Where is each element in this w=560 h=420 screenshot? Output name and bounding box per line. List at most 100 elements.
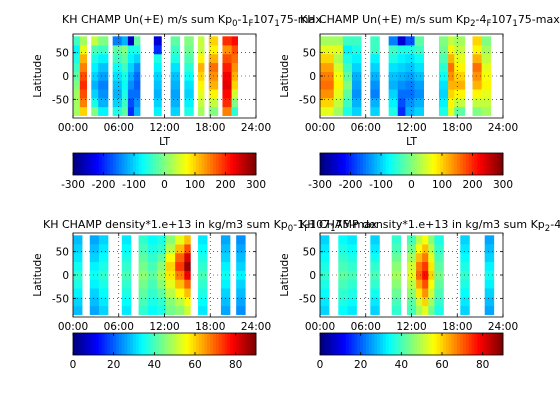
heatmap-cell: [391, 235, 402, 245]
heatmap-cell: [121, 244, 132, 254]
colorbar-swatch: [334, 333, 338, 355]
heatmap-cell: [416, 252, 423, 263]
heatmap-cell: [320, 252, 330, 263]
heatmap-cell: [342, 45, 353, 55]
heatmap-cell: [91, 98, 99, 108]
heatmap-cell: [79, 106, 88, 116]
heatmap-cell: [134, 89, 141, 99]
colorbar-swatch: [227, 333, 231, 355]
heatmap-cell: [428, 270, 435, 280]
heatmap-cell: [428, 297, 435, 307]
heatmap-cell: [127, 45, 135, 55]
heatmap-cell: [414, 71, 424, 81]
colorbar-swatch: [471, 153, 475, 175]
heatmap-cell: [406, 279, 417, 289]
y-tick-label: 0: [62, 71, 69, 83]
heatmap-cell: [231, 80, 238, 90]
heatmap-cell: [153, 98, 162, 108]
heatmap-cell: [388, 71, 399, 81]
heatmap-cell: [414, 106, 424, 116]
heatmap-cell: [98, 252, 109, 263]
heatmap-cell: [79, 98, 88, 108]
colorbar-swatch: [397, 153, 401, 175]
colorbar-swatch: [334, 153, 338, 175]
colorbar-swatch: [465, 333, 470, 355]
heatmap-cell: [220, 288, 231, 298]
colorbar-swatch: [454, 333, 458, 355]
colorbar-swatch: [175, 333, 180, 355]
colorbar-swatch: [371, 333, 375, 355]
heatmap-cell: [397, 71, 406, 81]
heatmap-cell: [338, 261, 348, 271]
heatmap-cell: [220, 305, 231, 315]
heatmap-cell: [405, 80, 415, 90]
heatmap-cell: [414, 36, 424, 46]
x-axis-label: LT: [159, 136, 170, 148]
colorbar-tick-label: 200: [215, 179, 235, 191]
heatmap-cell: [184, 244, 191, 254]
heatmap-cell: [153, 53, 162, 64]
colorbar-swatch: [93, 333, 97, 355]
colorbar-swatch: [377, 333, 381, 355]
colorbar-tick-label: 300: [493, 179, 513, 191]
heatmap-cell: [342, 80, 353, 90]
heatmap-cell: [438, 106, 449, 116]
y-tick-label: 50: [303, 247, 316, 259]
colorbar-swatch: [130, 153, 134, 175]
heatmap-cell: [434, 279, 444, 289]
heatmap-cell: [397, 45, 406, 55]
heatmap-cell: [438, 45, 449, 55]
colorbar-swatch: [325, 153, 329, 175]
heatmap-cell: [320, 288, 330, 298]
heatmap-cell: [388, 53, 399, 64]
y-tick-label: 0: [309, 270, 316, 282]
heatmap-cell: [112, 62, 123, 72]
x-tick-label: 00:00: [58, 122, 88, 134]
heatmap-cell: [127, 106, 135, 116]
heatmap-cell: [472, 89, 482, 99]
heatmap-cell: [89, 305, 100, 315]
heatmap-cell: [370, 297, 380, 307]
heatmap-cell: [184, 235, 191, 245]
heatmap-cell: [170, 53, 181, 64]
heatmap-cell: [370, 252, 380, 263]
colorbar-swatch: [494, 333, 498, 355]
colorbar-swatch: [448, 153, 452, 175]
colorbar-swatch: [405, 153, 410, 175]
heatmap-cell: [320, 98, 335, 108]
colorbar-swatch: [417, 333, 421, 355]
colorbar-tick-label: -100: [122, 179, 146, 191]
heatmap-cell: [320, 45, 335, 55]
heatmap-cell: [89, 288, 100, 298]
heatmap-cell: [73, 98, 81, 108]
heatmap-cell: [220, 252, 231, 263]
heatmap-cell: [406, 288, 417, 298]
colorbar-swatch: [167, 333, 171, 355]
heatmap-cell: [391, 305, 402, 315]
heatmap-cell: [454, 71, 466, 81]
heatmap-cell: [112, 80, 123, 90]
colorbar-swatch: [207, 153, 211, 175]
heatmap-cell: [236, 279, 246, 289]
heatmap-cell: [79, 89, 88, 99]
heatmap-cell: [320, 53, 335, 64]
heatmap-cell: [98, 235, 109, 245]
colorbar-swatch: [422, 333, 427, 355]
heatmap-cell: [127, 53, 135, 64]
y-tick-label: -50: [299, 293, 316, 305]
heatmap-cell: [454, 80, 466, 90]
colorbar-tick-label: 60: [188, 359, 201, 371]
colorbar-swatch: [411, 153, 415, 175]
heatmap-cell: [184, 252, 191, 263]
colorbar-swatch: [397, 333, 401, 355]
heatmap-cell: [416, 305, 423, 315]
heatmap-cell: [153, 36, 162, 46]
heatmap-cell: [422, 244, 429, 254]
heatmap-cell: [406, 305, 417, 315]
colorbar-swatch: [445, 153, 450, 175]
colorbar-swatch: [230, 153, 234, 175]
colorbar-swatch: [87, 333, 91, 355]
heatmap-cell: [198, 98, 205, 108]
heatmap-cell: [166, 235, 176, 245]
heatmap-cell: [481, 80, 492, 90]
